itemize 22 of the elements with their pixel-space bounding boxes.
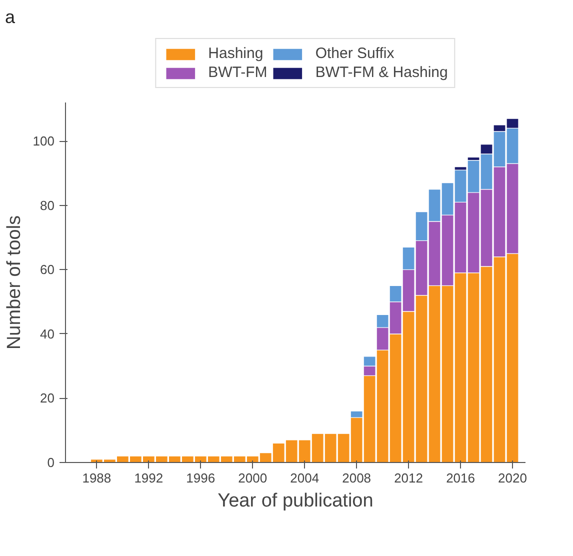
y-tick-label: 20 [40, 390, 55, 406]
legend-label: Hashing [208, 45, 264, 62]
y-tick-label: 0 [47, 455, 55, 470]
x-tick-label: 2008 [342, 470, 372, 486]
x-tick-label: 2004 [290, 470, 320, 486]
legend-label: BWT-FM [208, 64, 268, 81]
legend-label: Other Suffix [315, 45, 394, 62]
text: a [5, 6, 16, 29]
y-tick-label: 80 [40, 198, 55, 213]
y-tick-label: 40 [40, 326, 55, 342]
y-tick-label: 60 [40, 262, 55, 278]
x-tick-label: 2020 [498, 470, 527, 486]
x-tick-label: 1992 [134, 470, 164, 486]
x-axis-title: Year of publication [218, 490, 374, 512]
x-tick-label: 1988 [82, 470, 112, 486]
y-axis-title: Number of tools [4, 215, 25, 350]
y-tick-label: 100 [32, 134, 55, 149]
x-tick-label: 1996 [186, 470, 216, 486]
x-tick-label: 2016 [446, 470, 475, 486]
x-tick-label: 2012 [394, 470, 424, 486]
x-tick-label: 2000 [238, 470, 268, 486]
legend-label: BWT-FM & Hashing [315, 64, 448, 81]
